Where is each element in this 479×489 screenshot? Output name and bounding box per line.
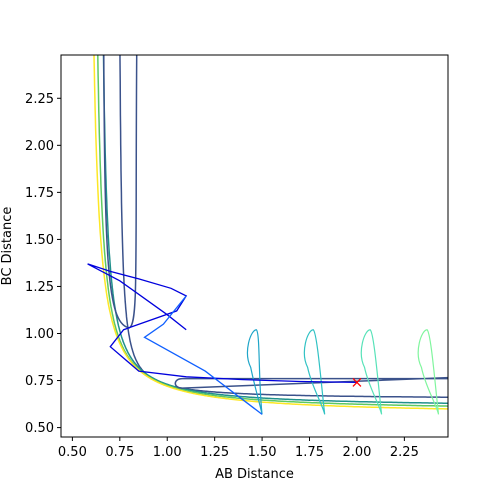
x-tick-label: 2.00 xyxy=(342,445,371,460)
contour-line-1 xyxy=(119,55,448,398)
x-tick-label: 0.50 xyxy=(58,445,87,460)
y-tick-label: 0.50 xyxy=(25,421,54,436)
x-axis: 0.50 0.75 1.00 1.25 1.50 1.75 2.00 2.25 xyxy=(58,437,419,460)
y-tick-label: 0.75 xyxy=(25,374,54,389)
start-point-marker xyxy=(352,377,362,387)
contour-line-4 xyxy=(93,55,448,410)
contour-line-2 xyxy=(102,55,448,404)
ripple-contour-4 xyxy=(417,329,440,415)
ripple-contour-2 xyxy=(303,329,326,415)
y-tick-label: 2.00 xyxy=(25,139,54,154)
x-tick-label: 1.50 xyxy=(248,445,277,460)
y-tick-label: 2.25 xyxy=(25,92,54,107)
y-axis-label: BC Distance xyxy=(0,207,15,286)
y-tick-label: 1.00 xyxy=(25,327,54,342)
x-tick-label: 1.25 xyxy=(200,445,229,460)
contour-line-3 xyxy=(97,55,448,407)
valley-contour xyxy=(174,376,448,389)
x-tick-label: 1.00 xyxy=(153,445,182,460)
ripple-contour-3 xyxy=(360,329,383,415)
ripple-contour-1 xyxy=(246,329,263,415)
x-axis-label: AB Distance xyxy=(215,467,294,482)
plot-content xyxy=(87,55,448,415)
y-tick-label: 1.25 xyxy=(25,280,54,295)
trajectory-tail-line xyxy=(143,295,263,415)
y-tick-label: 1.75 xyxy=(25,186,54,201)
y-tick-label: 1.50 xyxy=(25,233,54,248)
x-tick-label: 2.25 xyxy=(390,445,419,460)
x-tick-label: 0.75 xyxy=(105,445,134,460)
plot-frame xyxy=(60,54,449,438)
x-tick-label: 1.75 xyxy=(295,445,324,460)
y-axis: 0.50 0.75 1.00 1.25 1.50 1.75 2.00 2.25 xyxy=(25,92,61,436)
